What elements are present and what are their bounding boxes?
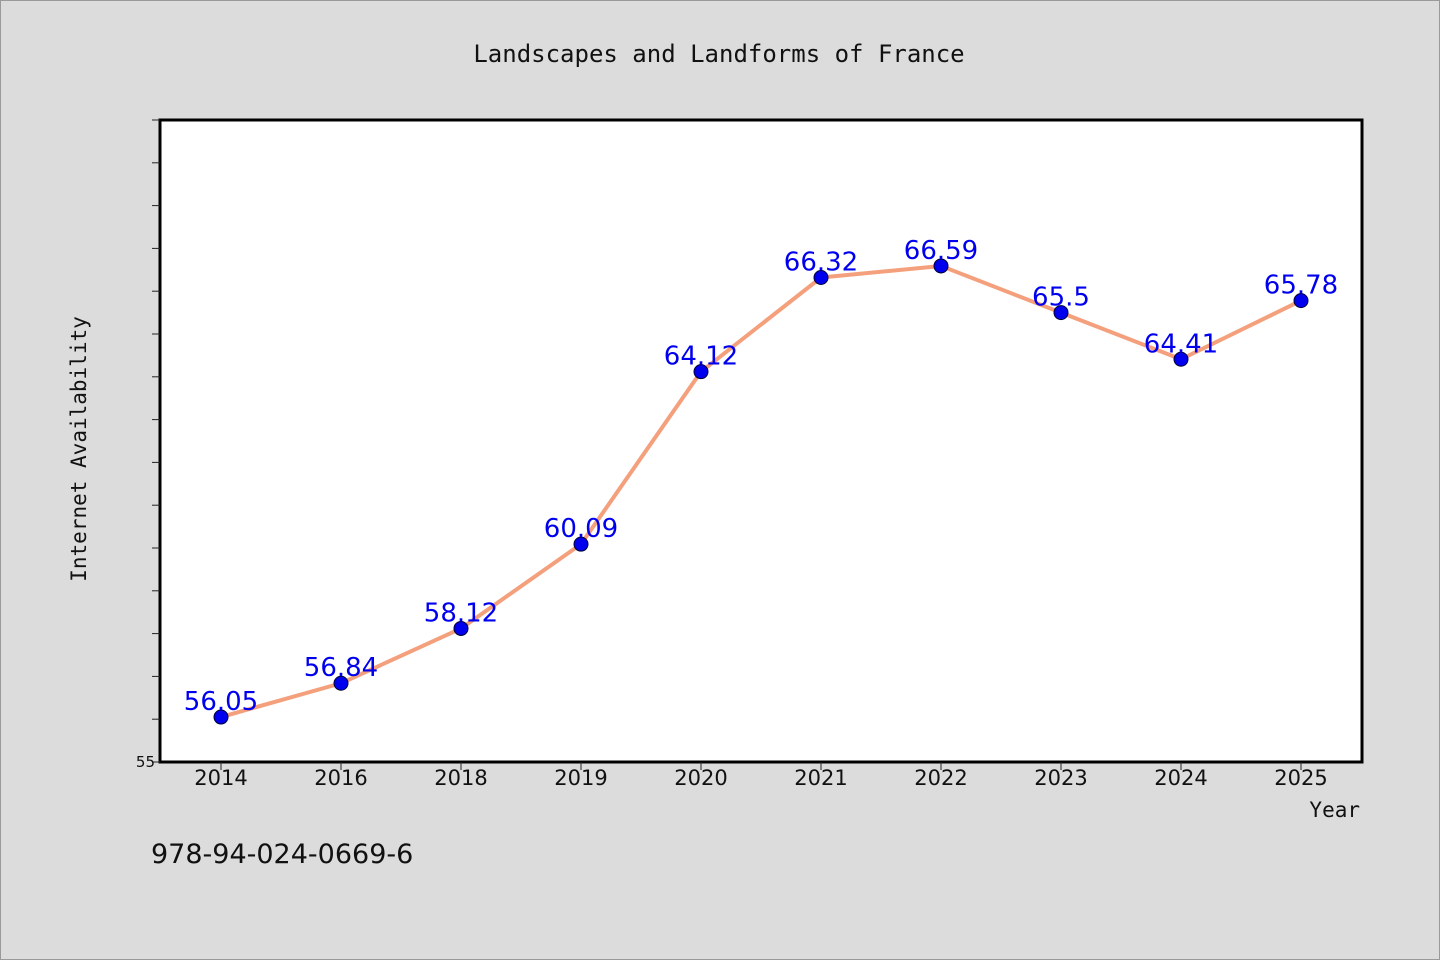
chart-title: Landscapes and Landforms of France: [473, 40, 964, 68]
x-tick-label: 2019: [554, 766, 607, 790]
data-point: [1053, 305, 1069, 321]
x-tick-label: 2022: [914, 766, 967, 790]
data-point: [213, 709, 229, 725]
data-label: 56.05: [184, 687, 258, 717]
data-label: 66.59: [904, 236, 978, 266]
data-label: 60.09: [544, 514, 618, 544]
x-tick-label: 2024: [1154, 766, 1207, 790]
data-point: [1173, 351, 1189, 367]
data-point: [693, 364, 709, 380]
data-point: [453, 620, 469, 636]
data-label: 65.78: [1264, 271, 1338, 301]
data-label: 66.32: [784, 248, 858, 278]
data-point: [1293, 293, 1309, 309]
y-axis-ticks: [152, 119, 160, 763]
data-point: [933, 258, 949, 274]
x-axis-ticks: [220, 762, 1302, 770]
x-tick-label: 2014: [194, 766, 247, 790]
x-tick-label: 2020: [674, 766, 727, 790]
data-point: [333, 675, 349, 691]
plot-area: [158, 118, 1364, 764]
data-label: 64.12: [664, 342, 738, 372]
series-line: [219, 263, 1303, 720]
data-point: [813, 270, 829, 286]
x-tick-label: 2023: [1034, 766, 1087, 790]
x-axis-label: Year: [1309, 798, 1360, 822]
data-label: 58.12: [424, 598, 498, 628]
data-label: 65.5: [1032, 283, 1090, 313]
x-tick-label: 2018: [434, 766, 487, 790]
isbn-footer: 978-94-024-0669-6: [151, 839, 413, 870]
data-label: 64.41: [1144, 329, 1218, 359]
series-layer: 56.05 56.84 58.12 60.09 64.12 66.32 66.59 65.5 6…: [184, 236, 1338, 725]
y-tick-label-min: 55: [136, 753, 155, 771]
data-point: [573, 536, 589, 552]
x-tick-label: 2016: [314, 766, 367, 790]
data-label: 56.84: [304, 653, 378, 683]
x-tick-label: 2021: [794, 766, 847, 790]
x-tick-label: 2025: [1274, 766, 1327, 790]
y-axis-label: Internet Availability: [67, 316, 91, 582]
x-tick-labels: 2014 2016 2018 2019 2020 2021 2022 2023 2024 2025: [194, 766, 1327, 790]
